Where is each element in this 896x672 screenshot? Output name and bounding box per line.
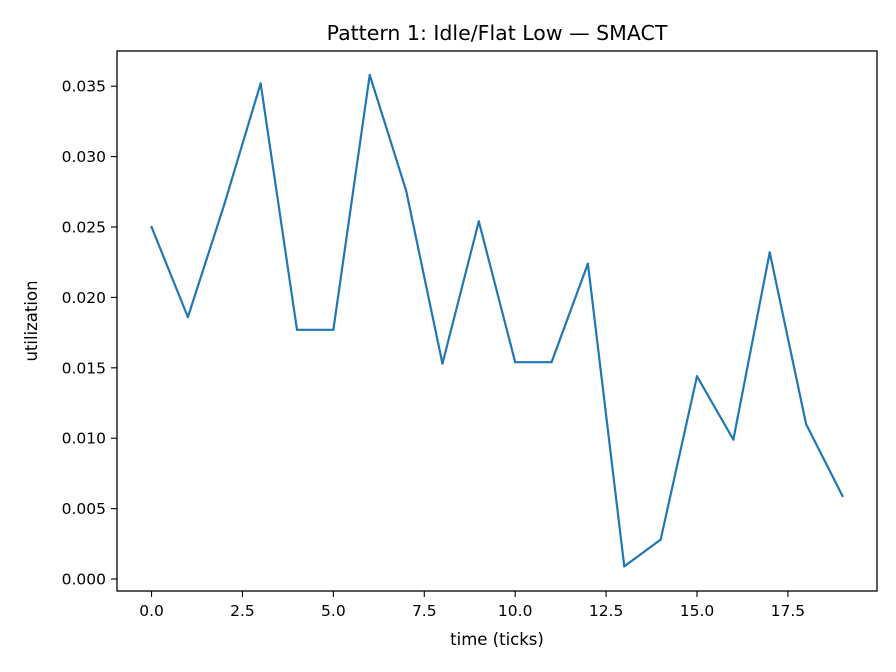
y-tick-label: 0.005 <box>62 500 106 518</box>
y-tick-label: 0.025 <box>62 219 106 237</box>
data-point <box>150 225 153 229</box>
data-point <box>404 189 408 192</box>
data-point <box>441 362 444 365</box>
data-point <box>732 438 735 441</box>
data-point <box>768 251 771 254</box>
x-tick-label: 5.0 <box>321 602 346 620</box>
data-point <box>514 361 517 364</box>
x-tick-label: 2.5 <box>230 602 255 620</box>
plot-area <box>117 51 877 591</box>
x-tick-label: 0.0 <box>139 602 164 620</box>
y-tick-label: 0.030 <box>62 148 106 166</box>
y-tick-label: 0.010 <box>62 430 106 448</box>
chart-title: Pattern 1: Idle/Flat Low — SMACT <box>327 21 668 45</box>
series-line <box>150 73 844 568</box>
x-tick-label: 15.0 <box>680 602 715 620</box>
y-tick-label: 0.000 <box>62 571 106 589</box>
series-group <box>150 73 844 568</box>
data-point <box>295 328 299 331</box>
y-tick-label: 0.020 <box>62 289 106 307</box>
y-tick-label: 0.035 <box>62 78 106 96</box>
data-point <box>623 565 626 568</box>
data-point <box>223 203 226 206</box>
x-tick-label: 17.5 <box>771 602 806 620</box>
data-point <box>550 361 553 364</box>
x-axis-ticks: 0.0 2.5 5.0 7.5 10.0 12.5 15.0 17.5 <box>139 591 805 620</box>
y-tick-label: 0.015 <box>62 359 106 377</box>
data-point <box>368 73 371 77</box>
x-axis-label: time (ticks) <box>450 630 544 649</box>
y-axis-label: utilization <box>22 280 41 361</box>
data-point <box>477 220 480 223</box>
y-axis-ticks: 0.000 0.005 0.010 0.015 0.020 0.025 0.030 0.035 <box>62 78 117 589</box>
data-point <box>659 538 662 541</box>
data-point <box>586 262 590 265</box>
plot-frame <box>116 50 878 592</box>
data-point <box>804 423 808 426</box>
x-tick-label: 7.5 <box>412 602 437 620</box>
x-tick-label: 12.5 <box>589 602 624 620</box>
x-tick-label: 10.0 <box>498 602 533 620</box>
data-point <box>259 82 262 85</box>
data-point <box>695 375 699 378</box>
data-point <box>332 328 335 331</box>
data-point <box>841 494 844 498</box>
data-point <box>186 316 190 319</box>
